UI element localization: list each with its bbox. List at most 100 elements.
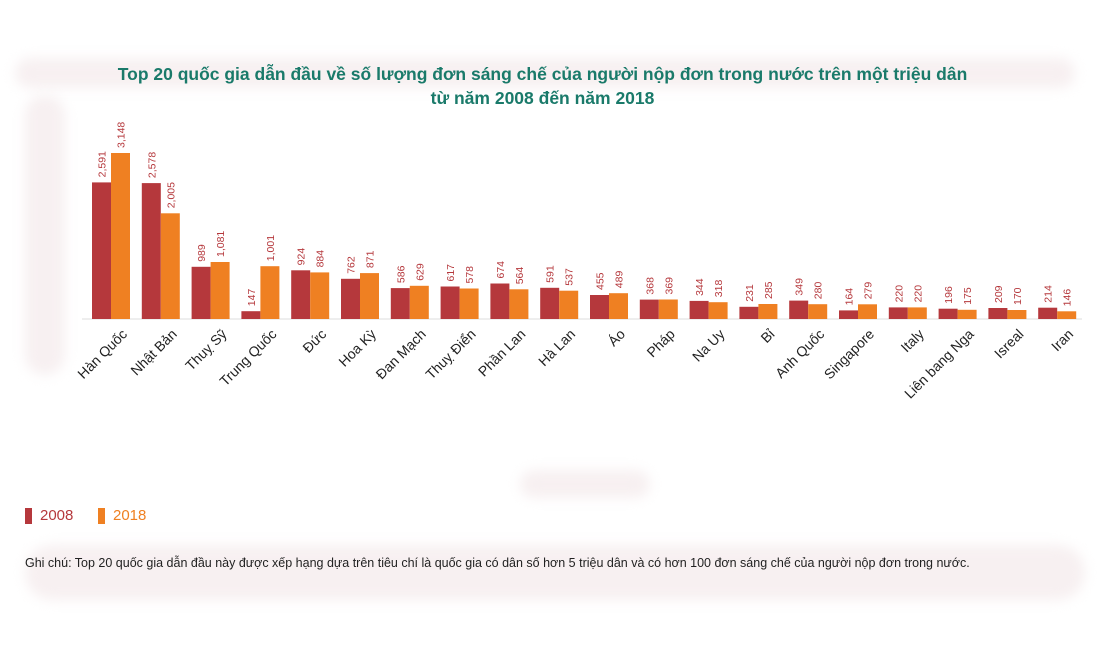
- legend-item-2008: 2008: [25, 507, 73, 524]
- category-label-10: Áo: [605, 326, 629, 350]
- value-label-2008-1: 2,578: [146, 152, 158, 178]
- value-label-2008-3: 147: [246, 289, 258, 307]
- bar-2008-10: [590, 295, 609, 319]
- category-label-11: Pháp: [643, 326, 678, 361]
- bar-2008-5: [341, 278, 360, 319]
- bar-2018-15: [858, 304, 877, 319]
- value-label-2008-17: 196: [943, 286, 955, 304]
- value-label-2008-15: 164: [844, 288, 856, 306]
- value-label-2018-10: 489: [614, 271, 626, 289]
- value-label-2008-0: 2,591: [97, 151, 109, 177]
- value-label-2008-2: 989: [196, 244, 208, 262]
- category-label-16: Italy: [897, 326, 926, 355]
- bar-2008-19: [1038, 307, 1058, 319]
- bar-2008-16: [888, 307, 908, 319]
- category-label-4: Đức: [299, 326, 329, 356]
- value-label-2018-11: 369: [663, 277, 675, 295]
- value-label-2008-19: 214: [1043, 285, 1055, 303]
- bars-group: [92, 153, 1077, 319]
- value-label-2018-4: 884: [315, 250, 327, 268]
- category-label-5: Hoa Kỳ: [335, 326, 379, 370]
- category-label-0: Hàn Quốc: [74, 326, 130, 382]
- category-label-8: Phần Lan: [475, 326, 529, 380]
- bar-2008-6: [390, 288, 410, 319]
- category-label-14: Anh Quốc: [772, 326, 827, 381]
- legend-label-2008: 2008: [40, 507, 74, 524]
- value-label-2018-16: 220: [912, 285, 924, 303]
- bar-2008-12: [689, 300, 709, 319]
- bar-2018-16: [907, 307, 927, 319]
- value-label-2008-12: 344: [694, 278, 706, 296]
- bar-2018-5: [360, 273, 379, 319]
- category-label-2: Thuỵ Sỹ: [182, 326, 230, 374]
- value-label-2008-11: 368: [644, 277, 656, 295]
- background-smudge: [520, 470, 650, 498]
- category-label-13: Bỉ: [757, 325, 778, 346]
- bar-2018-0: [111, 153, 130, 319]
- value-label-2008-18: 209: [993, 285, 1005, 303]
- value-label-2018-5: 871: [365, 250, 377, 268]
- bar-2008-17: [938, 308, 958, 319]
- category-label-18: Isreal: [991, 326, 1027, 362]
- value-labels-group: 2,591 3,148 2,578 2,005 989 1,081 147 1,001 924 8…: [97, 122, 1074, 307]
- bar-2008-11: [639, 299, 659, 319]
- chart-title-line-2: từ năm 2008 đến năm 2018: [430, 88, 655, 108]
- bar-2018-3: [260, 266, 280, 319]
- bar-2018-6: [409, 285, 429, 319]
- footnote: Ghi chú: Top 20 quốc gia dẫn đầu này đượ…: [25, 556, 970, 570]
- bar-2018-2: [210, 262, 230, 319]
- value-label-2008-13: 231: [744, 284, 756, 302]
- legend-swatch-2008: [25, 507, 32, 524]
- bar-2008-7: [440, 286, 460, 319]
- bar-2008-8: [490, 283, 510, 319]
- value-label-2008-16: 220: [893, 285, 905, 303]
- value-label-2008-4: 924: [296, 248, 308, 266]
- category-label-15: Singapore: [821, 326, 878, 383]
- value-label-2008-10: 455: [595, 272, 607, 290]
- bar-2008-4: [291, 270, 311, 319]
- bar-2018-1: [160, 213, 180, 319]
- value-label-2008-9: 591: [545, 265, 557, 283]
- bar-2008-9: [540, 287, 560, 319]
- value-label-2018-17: 175: [962, 287, 974, 305]
- bar-2008-2: [191, 266, 211, 319]
- legend-swatch-2018: [98, 507, 105, 524]
- value-label-2018-3: 1,001: [265, 235, 277, 261]
- value-label-2018-0: 3,148: [116, 122, 128, 148]
- bar-2018-13: [758, 304, 778, 319]
- value-label-2008-6: 586: [395, 265, 407, 283]
- legend-item-2018: 2018: [98, 507, 146, 524]
- category-label-19: Iran: [1048, 326, 1076, 354]
- value-label-2018-12: 318: [713, 280, 725, 298]
- bar-2018-19: [1057, 311, 1077, 319]
- category-label-12: Na Uy: [689, 326, 728, 365]
- legend-label-2018: 2018: [113, 507, 147, 524]
- bar-2008-15: [839, 310, 858, 319]
- bar-2018-11: [658, 299, 678, 319]
- bar-2008-3: [241, 311, 261, 319]
- bar-2008-14: [789, 300, 809, 319]
- category-label-6: Đan Mạch: [372, 326, 428, 382]
- category-label-1: Nhật Bản: [127, 326, 180, 379]
- bar-2018-8: [509, 289, 529, 319]
- bar-2008-1: [141, 183, 161, 319]
- bar-2018-12: [708, 302, 728, 319]
- chart-title: Top 20 quốc gia dẫn đầu về số lượng đơn …: [0, 62, 1085, 110]
- bar-2018-18: [1007, 310, 1027, 319]
- bar-2018-9: [559, 290, 579, 319]
- value-label-2008-5: 762: [346, 256, 358, 274]
- category-label-7: Thuỵ Điển: [422, 326, 478, 382]
- bar-2018-14: [808, 304, 828, 319]
- value-label-2018-18: 170: [1012, 287, 1024, 305]
- bar-2018-10: [609, 293, 628, 319]
- background-smudge: [25, 95, 65, 375]
- value-label-2018-1: 2,005: [165, 182, 177, 208]
- bar-2018-17: [957, 309, 977, 319]
- value-label-2008-7: 617: [445, 264, 457, 282]
- background-smudge: [15, 58, 1075, 88]
- value-label-2018-7: 578: [464, 266, 476, 284]
- value-label-2018-2: 1,081: [215, 231, 227, 257]
- value-label-2018-15: 279: [863, 282, 875, 300]
